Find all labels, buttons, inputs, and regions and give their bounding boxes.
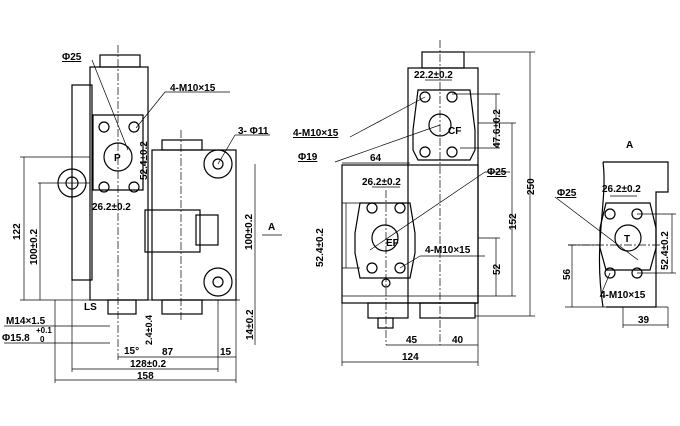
middle-view: 22.2±0.2 CF 47.6±0.2 4-M10×15 Φ19 64 26.…	[293, 40, 537, 366]
dim-52: 52	[492, 263, 503, 275]
tol-up: +0.1	[36, 326, 52, 335]
dim-124: 124	[402, 352, 419, 363]
label-phi19: Φ19	[298, 152, 318, 163]
left-view: Φ25 4-M10×15 3- Φ11 P 52.4±0.2 26.2±0.2 …	[2, 45, 282, 383]
dim-26-2: 26.2±0.2	[92, 202, 131, 213]
label-m14: M14×1.5	[6, 316, 46, 327]
dim-52-4: 52.4±0.2	[139, 141, 150, 180]
dim-100-a: 100±0.2	[29, 228, 40, 265]
port-t: T	[624, 234, 630, 245]
port-p: P	[114, 153, 121, 164]
dim-22-2: 22.2±0.2	[414, 70, 453, 81]
view-a-title: A	[626, 140, 633, 151]
dim-56: 56	[562, 268, 573, 280]
dim-26-2: 26.2±0.2	[602, 184, 641, 195]
dim-47-6: 47.6±0.2	[492, 109, 503, 148]
dim-52-4: 52.4±0.2	[315, 228, 326, 267]
dim-152: 152	[508, 213, 519, 230]
dim-128: 128±0.2	[130, 359, 167, 370]
label-thread: 4-M10×15	[170, 83, 216, 94]
port-ef: EF	[386, 238, 399, 249]
dim-64: 64	[370, 153, 382, 164]
dim-52-4: 52.4±0.2	[660, 231, 671, 270]
dim-39: 39	[638, 315, 650, 326]
dim-250: 250	[526, 178, 537, 195]
dim-100-b: 100±0.2	[244, 213, 255, 250]
right-view-a: A Φ25 26.2±0.2 T 52.4±0.2 56 4-M10×15 39	[554, 140, 676, 328]
dim-45: 45	[406, 335, 418, 346]
angle-15: 15°	[124, 346, 139, 357]
dim-40: 40	[452, 335, 464, 346]
dim-15: 15	[220, 347, 232, 358]
label-phi25: Φ25	[62, 52, 82, 63]
dim-14: 14±0.2	[245, 309, 256, 340]
label-phi25: Φ25	[557, 188, 577, 199]
dim-26-2: 26.2±0.2	[362, 177, 401, 188]
port-ls: LS	[84, 302, 97, 313]
port-cf: CF	[448, 126, 461, 137]
dim-158: 158	[137, 371, 154, 382]
label-phi25: Φ25	[487, 167, 507, 178]
dim-122: 122	[12, 223, 23, 240]
label-thread: 4-M10×15	[600, 290, 646, 301]
label-phi15-8: Φ15.8	[2, 333, 30, 344]
tol-down: 0	[40, 335, 45, 344]
label-thread-ef: 4-M10×15	[425, 245, 471, 256]
view-a-marker: A	[268, 222, 275, 233]
label-holes: 3- Φ11	[238, 126, 269, 137]
label-thread-cf: 4-M10×15	[293, 128, 339, 139]
dim-87: 87	[162, 347, 174, 358]
dim-2-4: 2.4±0.4	[144, 315, 154, 345]
